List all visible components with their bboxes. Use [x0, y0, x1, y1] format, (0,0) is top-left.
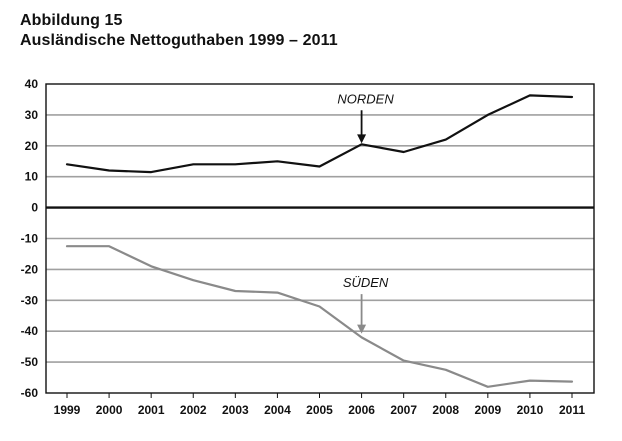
annotation-arrow-head-suden [357, 324, 367, 334]
series-annotations: NORDEN SÜDEN [337, 91, 394, 334]
series-line-suden [65, 245, 574, 388]
y-tick-label: 10 [25, 170, 39, 184]
x-tick-label: 2008 [432, 403, 459, 417]
x-tick-label: 2001 [138, 403, 165, 417]
annotation-arrow-head-norden [357, 134, 367, 144]
figure-subtitle: Ausländische Nettoguthaben 1999 – 2011 [20, 32, 338, 49]
y-tick-label: -40 [21, 324, 39, 338]
figure-number: Abbildung 15 [20, 12, 123, 29]
x-tick-label: 2011 [559, 403, 585, 417]
y-tick-label: -20 [21, 262, 39, 276]
x-tick-label: 2002 [180, 403, 207, 417]
y-tick-label: 40 [25, 77, 39, 91]
x-tick-label: 2000 [96, 403, 123, 417]
y-tick-label: 30 [25, 108, 39, 122]
x-tick-label: 2003 [222, 403, 249, 417]
y-tick-label: 20 [25, 139, 39, 153]
x-tick-label: 2009 [474, 403, 501, 417]
y-tick-label: -10 [21, 232, 39, 246]
plot-frame [45, 83, 595, 394]
y-tick-label: -50 [21, 355, 39, 369]
x-tick-label: 2010 [517, 403, 544, 417]
annotation-label-norden: NORDEN [337, 91, 394, 106]
y-axis-tick-labels: 40 30 20 10 0 -10 -20 -30 -40 -50 -60 [21, 77, 39, 400]
series-line-norden [65, 94, 574, 174]
y-tick-label: 0 [31, 201, 38, 215]
x-tick-label: 2004 [264, 403, 291, 417]
grid-lines [46, 114, 594, 363]
y-tick-label: -60 [21, 386, 39, 400]
data-series [65, 94, 574, 388]
x-axis-tick-labels: 1999 2000 2001 2002 2003 2004 2005 2006 2007 2008… [54, 393, 585, 417]
figure-title: Abbildung 15 Ausländische Nettoguthaben … [20, 11, 338, 51]
x-tick-label: 2007 [390, 403, 417, 417]
y-tick-label: -30 [21, 293, 39, 307]
x-tick-label: 2006 [348, 403, 375, 417]
annotation-label-suden: SÜDEN [343, 275, 389, 290]
x-tick-label: 2005 [306, 403, 333, 417]
x-tick-label: 1999 [54, 403, 81, 417]
